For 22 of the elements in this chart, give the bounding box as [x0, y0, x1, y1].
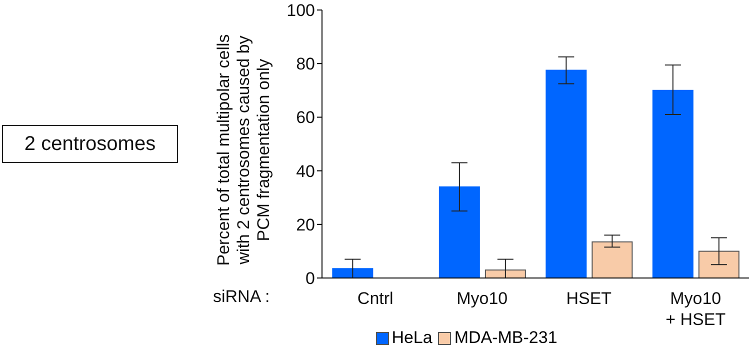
bar: [438, 186, 480, 278]
bar: [546, 70, 587, 278]
y-axis-title: Percent of total multipolar cells with 2 centrosomes caused by PCM fragmentation only: [214, 33, 274, 268]
legend-label: MDA-MB-231: [453, 328, 558, 348]
bar: [592, 241, 633, 278]
y-tick-label: 100: [286, 1, 315, 20]
x-tick-label: Cntrl: [357, 289, 394, 308]
x-tick-label: Myo10: [456, 289, 508, 308]
y-tick-label: 60: [296, 108, 315, 128]
y-tick-label: 40: [296, 162, 315, 181]
y-tick-label: 20: [296, 215, 315, 234]
bar: [652, 90, 694, 278]
bar: [698, 250, 740, 278]
bar: [332, 268, 374, 278]
x-tick-label: Myo10 + HSET: [666, 289, 726, 329]
y-tick-label: 80: [296, 54, 315, 74]
legend-label: HeLa: [390, 328, 432, 348]
x-axis-title: siRNA :: [213, 287, 270, 307]
x-tick-label: HSET: [566, 289, 612, 308]
bar: [484, 269, 526, 278]
text: 2 centrosomes: [2, 125, 178, 163]
y-tick-label: 0: [306, 269, 315, 288]
